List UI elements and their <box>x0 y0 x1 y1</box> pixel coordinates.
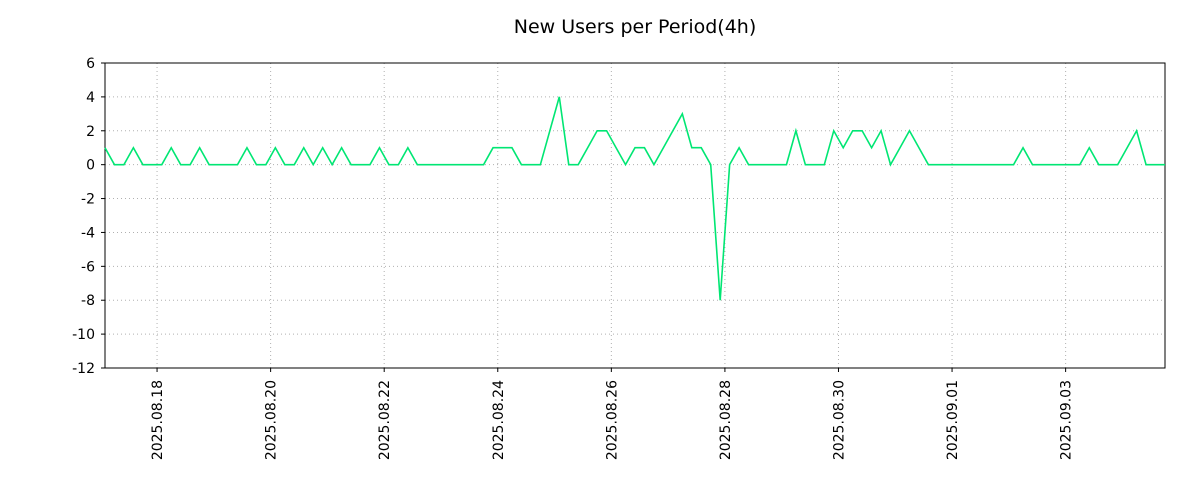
y-tick-label: -12 <box>72 361 95 377</box>
data-line-new-users <box>104 96 1165 301</box>
y-tick-label: -8 <box>81 293 95 309</box>
y-tick-label: -10 <box>72 327 95 343</box>
plot-border <box>104 62 1166 369</box>
y-tick-label: -2 <box>81 192 95 208</box>
x-tick-label: 2025.09.01 <box>945 380 961 460</box>
y-tick-label: 2 <box>86 124 95 140</box>
y-tick-label: -6 <box>81 259 95 275</box>
x-tick-label: 2025.08.30 <box>831 380 847 460</box>
y-tick-label: 4 <box>86 90 95 106</box>
x-tick-label: 2025.08.24 <box>491 380 507 460</box>
chart-title: New Users per Period(4h) <box>513 16 757 38</box>
x-tick-label: 2025.08.26 <box>604 380 620 460</box>
y-tick-label: 6 <box>86 56 95 72</box>
y-tick-label: -4 <box>81 225 95 241</box>
x-tick-label: 2025.09.03 <box>1059 380 1075 460</box>
y-tick-label: 0 <box>86 158 95 174</box>
x-tick-label: 2025.08.28 <box>718 380 734 460</box>
x-tick-label: 2025.08.20 <box>264 380 280 460</box>
x-tick-label: 2025.08.18 <box>150 380 166 460</box>
x-tick-label: 2025.08.22 <box>377 380 393 460</box>
